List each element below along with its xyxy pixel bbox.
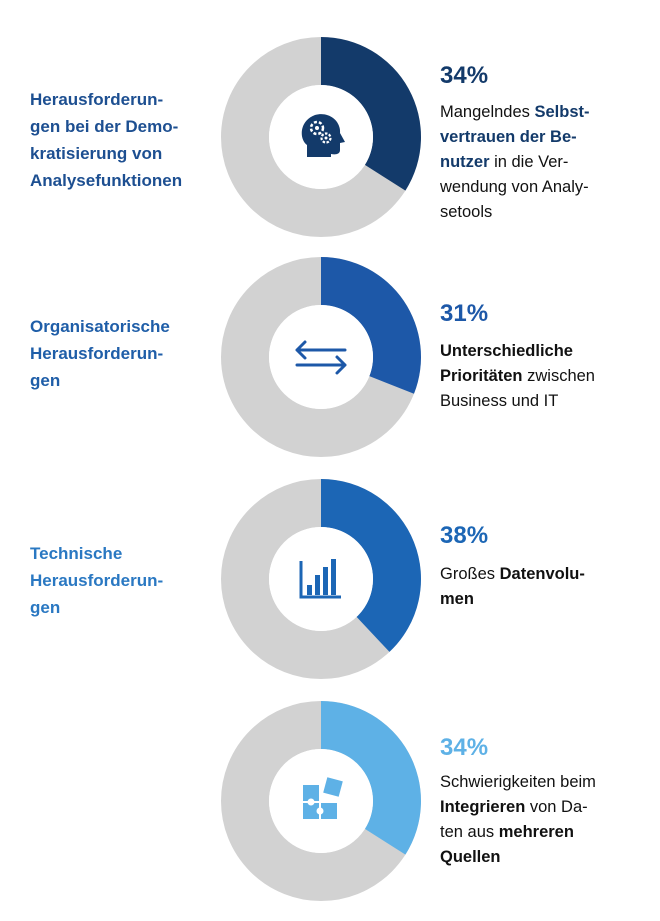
percentage-label: 38%	[440, 522, 489, 549]
description: Unterschiedliche Prioritäten zwischen Busi…	[440, 339, 645, 414]
description-highlight: Selbst-	[534, 103, 590, 121]
description-line: Schwierigkeiten beim	[440, 770, 645, 795]
donut-segment	[321, 37, 421, 191]
category-title: Organisatorische Herausforderun-gen	[30, 313, 220, 394]
description-highlight: nutzer	[440, 153, 490, 171]
head-gears-icon	[301, 114, 345, 157]
swap-arrows-icon	[295, 340, 347, 375]
donut-chart	[221, 37, 421, 237]
category-title-line: gen	[30, 598, 61, 617]
description-text: Business und IT	[440, 392, 559, 410]
description-text: Schwierigkeiten beim	[440, 773, 596, 791]
donut-segment	[321, 701, 421, 855]
description-bold: Integrieren	[440, 798, 526, 816]
donut-chart	[221, 479, 421, 679]
description: Großes Datenvolu-men	[440, 562, 645, 612]
description-line: Integrieren von Da-	[440, 795, 645, 820]
description-line: Business und IT	[440, 389, 645, 414]
chart-panel: Technische Herausforderun-gen 38% Großes Da…	[0, 478, 660, 698]
description-text: von Da-	[525, 798, 588, 816]
category-title-line: gen	[30, 371, 61, 390]
description-line: men	[440, 587, 645, 612]
percentage-label: 31%	[440, 300, 489, 327]
description-text: wendung von Analy-	[440, 178, 589, 196]
description-bold: Unterschiedliche	[440, 342, 573, 360]
donut-chart	[221, 701, 421, 901]
chart-panel: 34% Schwierigkeiten beim Integrieren von D…	[0, 700, 660, 920]
description-text: Mangelndes	[440, 103, 535, 121]
category-title-line: Organisatorische	[30, 317, 170, 336]
description-text: setools	[440, 203, 493, 221]
description-line: wendung von Analy-	[440, 175, 645, 200]
donut-hole	[269, 305, 373, 409]
description-text: in die Ver-	[489, 153, 569, 171]
description-line: Mangelndes Selbst-	[440, 100, 645, 125]
description-highlight: vertrauen der Be-	[440, 128, 577, 146]
description-line: Großes Datenvolu-	[440, 562, 645, 587]
donut-hole	[269, 749, 373, 853]
puzzle-icon	[303, 777, 343, 819]
description-line: ten aus mehreren	[440, 820, 645, 845]
description-text: Großes	[440, 565, 500, 583]
category-title-line: Herausforderun-	[30, 571, 164, 590]
category-title-line: kratisierung von	[30, 144, 163, 163]
description: Mangelndes Selbst-vertrauen der Be-nutze…	[440, 100, 645, 225]
donut-hole	[269, 527, 373, 631]
category-title-line: gen bei der Demo-	[30, 117, 179, 136]
bar-chart-icon	[299, 559, 341, 599]
category-title: Technische Herausforderun-gen	[30, 540, 220, 621]
description-line: setools	[440, 200, 645, 225]
category-title-line: Technische	[30, 544, 123, 563]
description-bold: men	[440, 590, 474, 608]
description-line: Unterschiedliche	[440, 339, 645, 364]
description-bold: Datenvolu-	[499, 565, 585, 583]
description-bold: mehreren	[498, 823, 574, 841]
description: Schwierigkeiten beim Integrieren von Da-t…	[440, 770, 645, 870]
description-line: nutzer in die Ver-	[440, 150, 645, 175]
percentage-label: 34%	[440, 62, 489, 89]
donut-segment	[321, 257, 421, 394]
chart-panel: Organisatorische Herausforderun-gen 31% Unt…	[0, 256, 660, 476]
category-title: Herausforderun-gen bei der Demo-kratisie…	[30, 86, 220, 194]
category-title-line: Analysefunktionen	[30, 171, 183, 190]
description-text: zwischen	[522, 367, 595, 385]
category-title-line: Herausforderun-	[30, 344, 164, 363]
description-bold: Quellen	[440, 848, 501, 866]
description-line: Quellen	[440, 845, 645, 870]
donut-chart	[221, 257, 421, 457]
description-line: Prioritäten zwischen	[440, 364, 645, 389]
chart-panel: Herausforderun-gen bei der Demo-kratisie…	[0, 36, 660, 256]
description-line: vertrauen der Be-	[440, 125, 645, 150]
description-text: ten aus	[440, 823, 499, 841]
description-bold: Prioritäten	[440, 367, 523, 385]
category-title-line: Herausforderun-	[30, 90, 164, 109]
percentage-label: 34%	[440, 734, 489, 761]
donut-segment	[321, 479, 421, 652]
